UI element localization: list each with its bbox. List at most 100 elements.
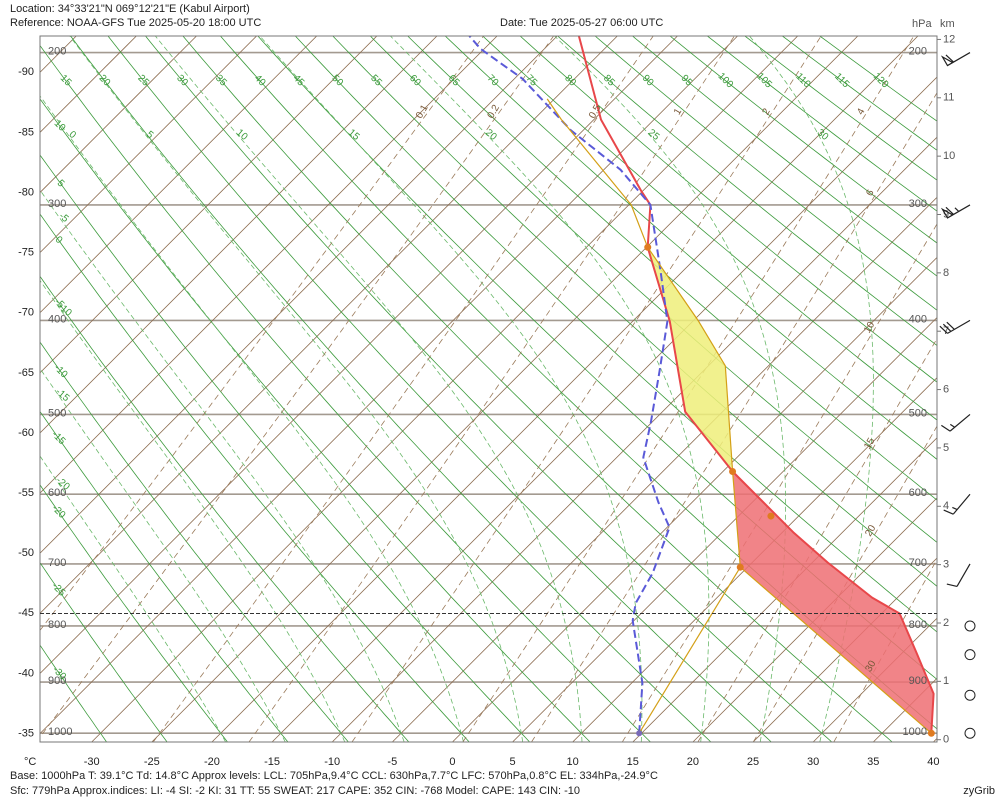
mixing-ratio-label: 1 (672, 106, 685, 117)
isotherm (40, 36, 197, 194)
left-temperature-label: -80 (18, 186, 34, 198)
wind-barb (940, 52, 971, 67)
level-point (644, 243, 652, 251)
mixing-ratio-label: 6 (864, 188, 877, 199)
pressure-label-right: 200 (909, 45, 927, 57)
moist-adiabat (749, 36, 874, 742)
left-temperature-label: -50 (18, 547, 34, 559)
moist-adiabat (69, 36, 524, 742)
cape-area (647, 247, 733, 472)
moist-adiabat (390, 36, 710, 742)
footer-line-2: Sfc: 779hPa Approx.indices: LI: -4 SI: -… (10, 785, 580, 797)
x-tick-label: -10 (324, 756, 340, 768)
height-label: 7 (943, 325, 949, 337)
x-unit: °C (24, 756, 36, 768)
moist-adiabat-label: 5 (144, 129, 156, 141)
wind-calm (964, 689, 976, 701)
moist-adiabat-label: 0 (67, 129, 79, 141)
pressure-label-right: 300 (909, 198, 927, 210)
pressure-label-left: 1000 (48, 726, 72, 738)
dry-adiabat (182, 36, 893, 742)
pressure-label-left: 500 (48, 407, 66, 419)
dry-adiabat (444, 36, 937, 460)
height-unit: km (940, 18, 955, 30)
date: Date: Tue 2025-05-27 06:00 UTC (500, 17, 663, 29)
left-temperature-label: -75 (18, 247, 34, 259)
dry-adiabat (107, 36, 772, 742)
left-temperature-label: -70 (18, 307, 34, 319)
isotherm (40, 36, 558, 554)
isotherm (572, 377, 937, 742)
profile-line (638, 566, 741, 734)
isotherm (812, 617, 937, 742)
dry-adiabat (40, 644, 107, 742)
x-tick-label: -30 (84, 756, 100, 768)
dry-adiabat (519, 36, 937, 383)
mixing-ratio-label: 4 (855, 106, 868, 117)
left-temperature-label: -45 (18, 607, 34, 619)
mixing-ratio-line (152, 36, 654, 742)
dry-adiabat (40, 275, 410, 742)
isotherm (91, 36, 798, 742)
height-label: 8 (943, 267, 949, 279)
left-temperature-label: -35 (18, 727, 34, 739)
cin-area (732, 471, 934, 734)
left-temperature-label: -65 (18, 367, 34, 379)
isotherm (512, 316, 937, 742)
reference: Reference: NOAA-GFS Tue 2025-05-20 18:00… (10, 17, 261, 29)
dry-adiabat (407, 36, 937, 501)
pressure-label-right: 800 (909, 619, 927, 631)
moist-adiabat (40, 279, 346, 742)
dry-adiabat (40, 154, 530, 742)
wind-barb (943, 493, 971, 515)
x-tick-label: 15 (627, 756, 639, 768)
mixing-ratio-line (462, 36, 915, 742)
x-tick-label: -25 (144, 756, 160, 768)
dry-adiabat (332, 36, 937, 587)
height-label: 10 (943, 150, 955, 162)
pressure-label-left: 900 (48, 675, 66, 687)
moist-adiabat (259, 36, 643, 742)
dewpoint-base-point (636, 730, 643, 737)
height-label: 4 (943, 500, 949, 512)
dry-adiabat (482, 36, 937, 421)
x-tick-label: 5 (509, 756, 515, 768)
footer-line-1: Base: 1000hPa T: 39.1°C Td: 14.8°C Appro… (10, 770, 658, 782)
height-label: 0 (943, 734, 949, 746)
dry-adiabat (557, 36, 937, 347)
pressure-label-left: 600 (48, 487, 66, 499)
isotherm (151, 36, 859, 742)
x-tick-label: 40 (927, 756, 939, 768)
moist-adiabat (40, 189, 405, 742)
mixing-ratio-line (621, 223, 937, 742)
mixing-ratio-label: 2 (760, 106, 773, 117)
x-tick-label: -5 (387, 756, 397, 768)
isotherm (40, 36, 318, 314)
isotherm (40, 36, 438, 434)
dry-adiabat (40, 562, 168, 742)
mixing-ratio-line (40, 36, 484, 632)
level-point (927, 729, 935, 737)
wind-barb (946, 563, 971, 588)
pressure-label-right: 1000 (903, 726, 927, 738)
left-temperature-label: -40 (18, 667, 34, 679)
left-temperature-label: -60 (18, 427, 34, 439)
dry-adiabat (40, 341, 349, 742)
location: Location: 34°33'21"N 069°12'21"E (Kabul … (10, 3, 250, 15)
x-tick-label: 35 (867, 756, 879, 768)
x-tick-label: 30 (807, 756, 819, 768)
profile-line (546, 98, 932, 734)
height-label: 6 (943, 383, 949, 395)
dry-adiabat (40, 410, 289, 742)
wind-barb (940, 204, 971, 219)
mixing-ratio-line (697, 337, 937, 742)
height-label: 5 (943, 442, 949, 454)
level-point (736, 563, 744, 571)
height-label: 12 (943, 33, 955, 45)
left-temperature-label: -85 (18, 126, 34, 138)
moist-adiabat (40, 367, 286, 742)
x-tick-label: 0 (449, 756, 455, 768)
isotherm (632, 437, 937, 742)
